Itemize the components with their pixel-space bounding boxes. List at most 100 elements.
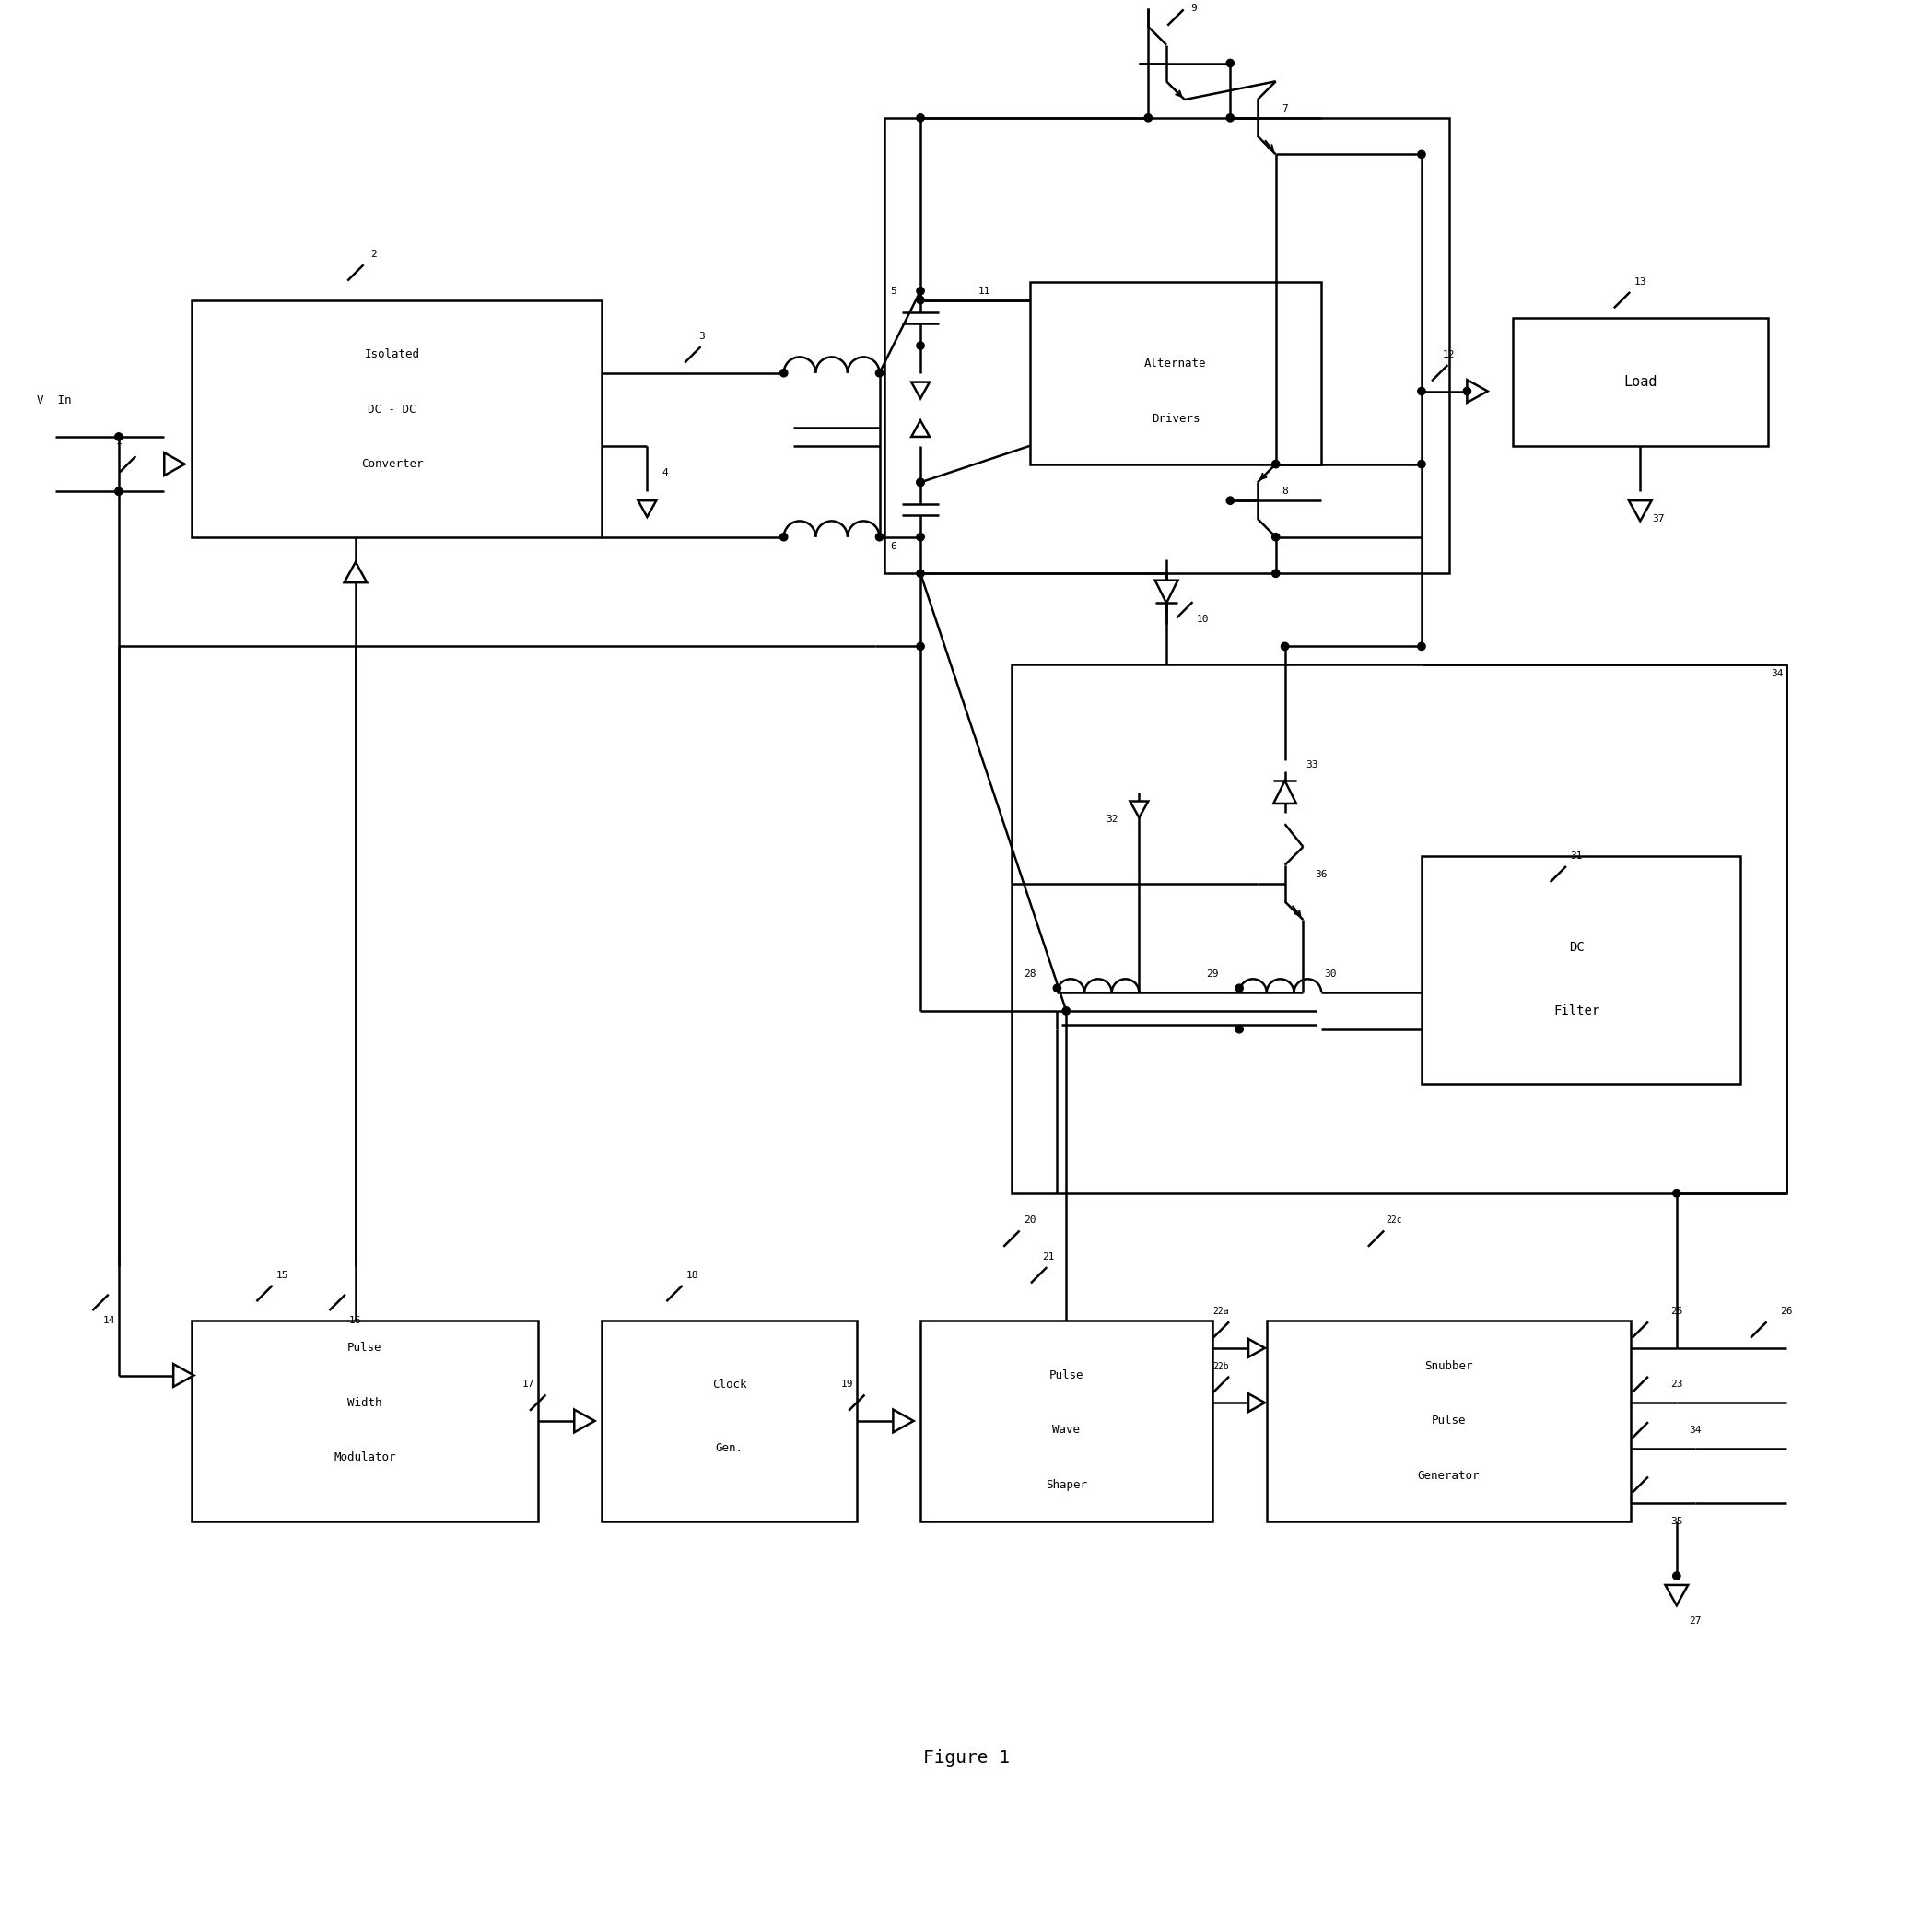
Text: 7: 7 [1281,104,1289,114]
Polygon shape [1248,1394,1265,1412]
Text: 3: 3 [699,331,705,341]
Text: Clock: Clock [711,1379,746,1391]
Circle shape [1418,150,1426,158]
Text: 1: 1 [116,437,122,447]
Text: 10: 10 [1196,614,1209,624]
Circle shape [1271,570,1279,578]
Polygon shape [1130,801,1148,819]
Text: 5: 5 [891,287,896,295]
Circle shape [1281,643,1289,651]
Text: Isolated: Isolated [365,349,419,360]
Circle shape [875,370,883,377]
Text: 18: 18 [686,1271,699,1279]
Circle shape [1271,534,1279,541]
Text: 36: 36 [1316,869,1327,878]
Circle shape [781,370,788,377]
Text: DC: DC [1569,940,1584,953]
Circle shape [781,534,788,541]
Circle shape [916,114,923,121]
Text: 22c: 22c [1385,1215,1403,1225]
Circle shape [916,341,923,349]
Circle shape [1227,114,1235,121]
Bar [1422,855,1741,1084]
Circle shape [875,534,883,541]
Text: Gen.: Gen. [715,1443,744,1454]
Text: Pulse: Pulse [348,1342,383,1354]
Text: 19: 19 [840,1379,854,1389]
Text: 20: 20 [1024,1215,1036,1225]
Circle shape [1235,984,1242,992]
Circle shape [1418,643,1426,651]
Text: 34: 34 [1689,1425,1700,1435]
Circle shape [1235,1025,1242,1032]
Bar [1012,664,1785,1192]
Text: 11: 11 [978,287,991,295]
Text: 13: 13 [1634,277,1646,287]
Circle shape [1271,460,1279,468]
Text: 23: 23 [1671,1379,1683,1389]
Polygon shape [912,420,929,437]
Text: Shaper: Shaper [1045,1479,1088,1491]
Bar [1267,1321,1631,1522]
Polygon shape [344,562,367,582]
Text: 29: 29 [1206,971,1219,978]
Text: 12: 12 [1443,351,1455,360]
Text: 37: 37 [1652,514,1665,524]
Text: 26: 26 [1779,1308,1793,1315]
Circle shape [1673,1188,1681,1196]
Text: Converter: Converter [361,458,423,470]
Text: 15: 15 [276,1271,290,1279]
Text: 33: 33 [1306,761,1318,768]
Polygon shape [893,1410,914,1433]
Bar [1513,318,1768,445]
Text: Wave: Wave [1053,1423,1080,1437]
Circle shape [1144,114,1151,121]
Polygon shape [1248,1339,1265,1358]
Circle shape [1463,387,1470,395]
Text: Snubber: Snubber [1424,1360,1472,1371]
Text: 2: 2 [371,250,377,260]
Text: Alternate: Alternate [1144,358,1208,370]
Text: 31: 31 [1571,851,1582,861]
Circle shape [114,487,122,495]
Text: Modulator: Modulator [334,1452,396,1464]
Text: Figure 1: Figure 1 [923,1749,1009,1766]
Text: DC - DC: DC - DC [367,403,415,416]
Circle shape [114,433,122,441]
Text: Generator: Generator [1418,1470,1480,1481]
Text: 34: 34 [1770,668,1783,678]
Circle shape [1227,497,1235,505]
Text: 27: 27 [1689,1616,1700,1626]
Polygon shape [1155,580,1179,603]
Circle shape [1673,1572,1681,1579]
Circle shape [916,570,923,578]
Bar [191,1321,537,1522]
Text: 21: 21 [1041,1252,1055,1262]
Text: 35: 35 [1671,1516,1683,1525]
Polygon shape [1273,780,1296,803]
Circle shape [916,478,923,485]
Polygon shape [1665,1585,1689,1606]
Text: 6: 6 [891,541,896,551]
Text: Pulse: Pulse [1049,1369,1084,1381]
Text: 17: 17 [522,1379,535,1389]
Text: Width: Width [348,1396,383,1408]
Text: 9: 9 [1190,4,1198,13]
Bar [1030,281,1321,464]
Circle shape [1418,460,1426,468]
Text: Pulse: Pulse [1432,1416,1466,1427]
Polygon shape [574,1410,595,1433]
Circle shape [1418,387,1426,395]
Circle shape [916,534,923,541]
Bar [920,1321,1211,1522]
Polygon shape [1466,379,1488,403]
Text: Drivers: Drivers [1151,412,1200,424]
Polygon shape [912,381,929,399]
Circle shape [1227,60,1235,67]
Circle shape [916,297,923,304]
Circle shape [916,287,923,295]
Text: 32: 32 [1105,815,1119,824]
Text: 14: 14 [104,1315,116,1325]
Polygon shape [164,453,185,476]
Bar [601,1321,856,1522]
